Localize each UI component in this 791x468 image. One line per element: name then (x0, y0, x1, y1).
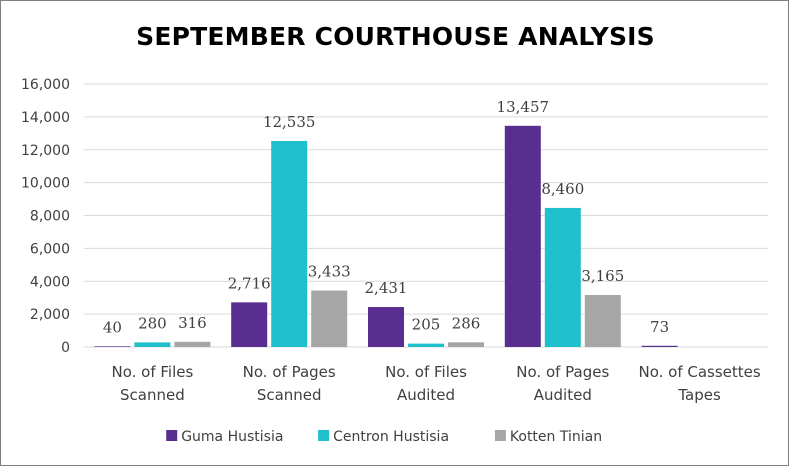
y-tick-label: 10,000 (21, 176, 70, 192)
bar (231, 302, 268, 347)
x-category-label: No. of Cassettes (638, 363, 760, 381)
data-label: 13,457 (497, 98, 550, 116)
legend-swatch (166, 430, 178, 441)
x-category-label: Audited (397, 386, 455, 404)
y-tick-label: 12,000 (21, 143, 70, 159)
x-category-label: No. of Pages (516, 363, 609, 381)
bar (94, 346, 131, 347)
y-tick-label: 14,000 (21, 110, 70, 126)
data-label: 2,716 (228, 274, 271, 292)
bar (641, 345, 678, 347)
data-label: 205 (412, 316, 441, 334)
y-tick-label: 6,000 (30, 241, 70, 257)
bar (174, 341, 211, 347)
bar (271, 140, 308, 347)
legend-label: Guma Hustisia (181, 429, 283, 445)
data-label: 316 (178, 314, 207, 332)
x-category-label: Tapes (677, 386, 721, 404)
legend-swatch (318, 430, 330, 441)
data-label: 280 (138, 314, 167, 332)
x-category-label: Audited (534, 386, 592, 404)
data-label: 3,165 (581, 267, 624, 285)
x-category-label: Scanned (257, 386, 322, 404)
y-tick-label: 2,000 (30, 307, 70, 323)
x-category-label: No. of Files (111, 363, 193, 381)
chart-title: SEPTEMBER COURTHOUSE ANALYSIS (136, 22, 655, 51)
data-label: 2,431 (365, 279, 408, 297)
y-tick-label: 4,000 (30, 274, 70, 290)
bar (448, 342, 484, 347)
y-tick-label: 16,000 (21, 77, 70, 93)
data-label: 73 (650, 318, 669, 336)
bar (544, 207, 581, 347)
data-label: 3,433 (308, 263, 351, 281)
legend-label: Kotten Tinian (510, 429, 602, 445)
data-label: 40 (103, 318, 122, 336)
bar (368, 307, 404, 347)
data-label: 286 (452, 314, 481, 332)
legend-label: Centron Hustisia (333, 429, 449, 445)
bar (584, 294, 621, 347)
x-category-label: No. of Pages (243, 363, 336, 381)
data-label: 8,460 (541, 180, 584, 198)
legend-swatch (494, 430, 506, 441)
bar (408, 343, 444, 347)
y-tick-label: 0 (61, 340, 70, 356)
y-tick-label: 8,000 (30, 209, 70, 225)
data-label: 12,535 (263, 113, 316, 131)
bar (504, 125, 541, 347)
bar (134, 342, 171, 347)
x-category-label: No. of Files (385, 363, 467, 381)
bar (311, 290, 348, 347)
x-category-label: Scanned (120, 386, 185, 404)
